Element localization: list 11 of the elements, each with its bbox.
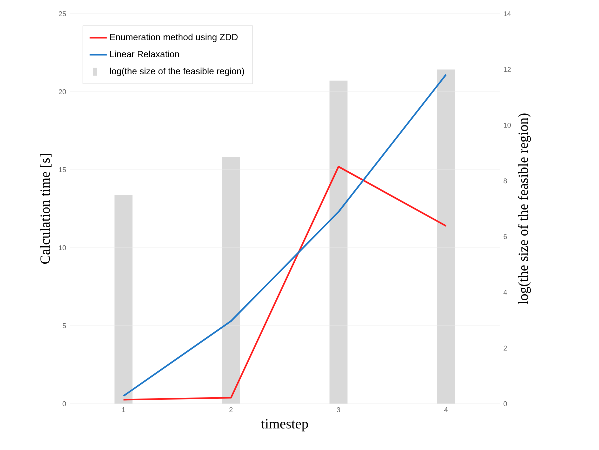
legend-label: log(the size of the feasible region) bbox=[110, 68, 244, 76]
bar bbox=[330, 80, 348, 404]
bar bbox=[114, 195, 133, 404]
bar bbox=[222, 157, 240, 404]
legend-label: Linear Relaxation bbox=[110, 50, 180, 58]
bar bbox=[437, 70, 456, 404]
line-series bbox=[122, 166, 448, 401]
x-axis-title: timestep bbox=[261, 419, 308, 432]
legend-label: Enumeration method using ZDD bbox=[110, 34, 238, 42]
y-axis-title: Calculation time [s] bbox=[40, 154, 52, 264]
y2-axis-title: log(the size of the feasible region) bbox=[518, 114, 532, 305]
